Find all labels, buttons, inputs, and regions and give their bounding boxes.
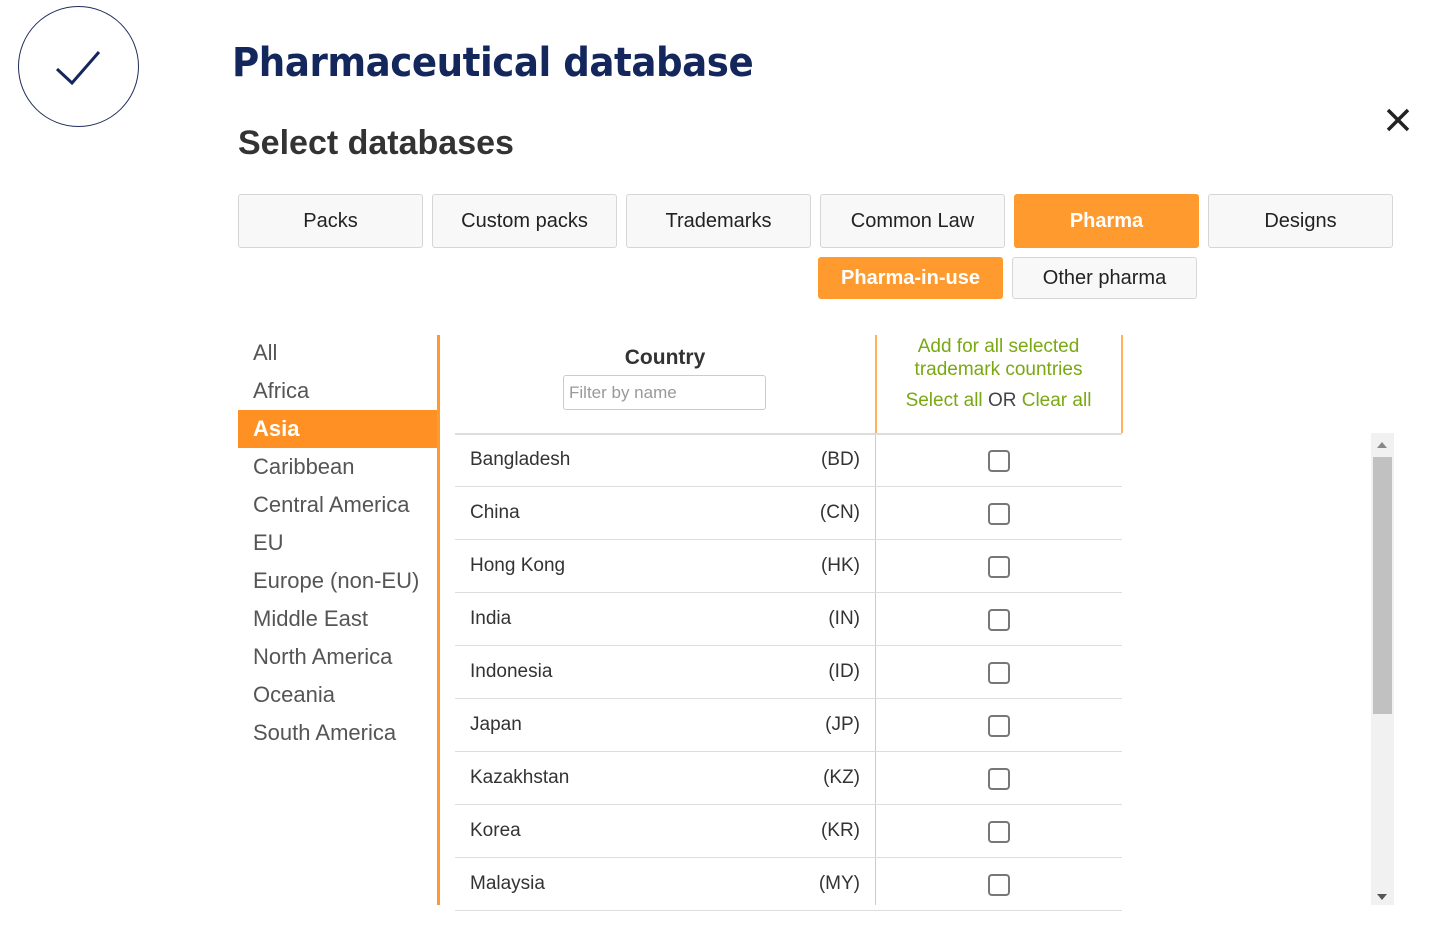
country-code: (JP) [825, 714, 860, 735]
country-name: Indonesia [470, 661, 553, 682]
country-name: Hong Kong [470, 555, 566, 576]
country-checkbox[interactable] [988, 503, 1010, 525]
logo [18, 6, 139, 127]
scrollbar-thumb[interactable] [1373, 457, 1392, 714]
country-name: India [470, 608, 512, 629]
scroll-up-icon[interactable] [1377, 442, 1387, 448]
divider [1121, 335, 1123, 433]
table-row: Hong Kong (HK) [455, 540, 1122, 593]
add-all-header: Add for all selected trademark countries… [876, 335, 1121, 412]
add-all-line1: Add for all selected [917, 336, 1080, 357]
region-europe-non-eu[interactable]: Europe (non-EU) [253, 568, 420, 593]
select-all-link[interactable]: Select all [905, 390, 983, 411]
region-middle-east[interactable]: Middle East [253, 606, 368, 631]
table-row: Japan (JP) [455, 699, 1122, 752]
or-label: OR [987, 390, 1017, 411]
country-code: (HK) [820, 555, 860, 576]
filter-by-name-input[interactable] [563, 375, 766, 410]
divider [437, 335, 440, 905]
region-africa[interactable]: Africa [253, 378, 310, 403]
divider [875, 335, 876, 905]
country-name: Malaysia [470, 873, 545, 894]
tab-packs[interactable]: Packs [238, 194, 423, 248]
tab-custom-packs[interactable]: Custom packs [432, 194, 617, 248]
table-row: Kazakhstan (KZ) [455, 752, 1122, 805]
page-title: Pharmaceutical database [232, 40, 754, 86]
clear-all-link[interactable]: Clear all [1021, 390, 1092, 411]
country-checkbox[interactable] [988, 662, 1010, 684]
country-checkbox[interactable] [988, 874, 1010, 896]
country-code: (CN) [819, 502, 860, 523]
divider [455, 433, 1122, 435]
region-list: All Africa Asia Caribbean Central Americ… [238, 334, 438, 752]
region-north-america[interactable]: North America [253, 644, 393, 669]
tab-common-law[interactable]: Common Law [820, 194, 1005, 248]
region-asia[interactable]: Asia [238, 410, 438, 448]
scroll-down-icon[interactable] [1377, 894, 1387, 900]
add-all-line2: trademark countries [914, 359, 1083, 380]
country-name: Korea [470, 820, 521, 841]
region-south-america[interactable]: South America [253, 720, 397, 745]
country-name: Japan [470, 714, 522, 735]
divider [875, 335, 877, 433]
section-title: Select databases [238, 124, 514, 162]
country-checkbox[interactable] [988, 821, 1010, 843]
region-caribbean[interactable]: Caribbean [253, 454, 355, 479]
country-name: Bangladesh [470, 449, 571, 470]
checkmark-icon [55, 51, 101, 85]
country-column-header: Country [624, 346, 706, 369]
tab-designs[interactable]: Designs [1208, 194, 1393, 248]
country-code: (KR) [820, 820, 860, 841]
region-all[interactable]: All [253, 340, 278, 365]
country-checkbox[interactable] [988, 715, 1010, 737]
table-row: Malaysia (MY) [455, 858, 1122, 911]
table-row: China (CN) [455, 487, 1122, 540]
country-name: China [470, 502, 520, 523]
table-row: Bangladesh (BD) [455, 434, 1122, 487]
country-code: (MY) [818, 873, 860, 894]
table-row: India (IN) [455, 593, 1122, 646]
country-code: (BD) [820, 449, 860, 470]
country-checkbox[interactable] [988, 609, 1010, 631]
region-eu[interactable]: EU [253, 530, 284, 555]
country-code: (KZ) [823, 767, 860, 788]
table-row: Korea (KR) [455, 805, 1122, 858]
country-checkbox[interactable] [988, 768, 1010, 790]
close-icon[interactable] [1382, 104, 1414, 136]
country-checkbox[interactable] [988, 556, 1010, 578]
country-checkbox[interactable] [988, 450, 1010, 472]
subtab-pharma-in-use[interactable]: Pharma-in-use [818, 257, 1003, 299]
region-oceania[interactable]: Oceania [253, 682, 335, 707]
region-central-america[interactable]: Central America [253, 492, 410, 517]
country-code: (ID) [828, 661, 860, 682]
table-row: Indonesia (ID) [455, 646, 1122, 699]
tab-pharma[interactable]: Pharma [1014, 194, 1199, 248]
country-name: Kazakhstan [470, 767, 570, 788]
subtab-other-pharma[interactable]: Other pharma [1012, 257, 1197, 299]
country-code: (IN) [828, 608, 860, 629]
tab-trademarks[interactable]: Trademarks [626, 194, 811, 248]
